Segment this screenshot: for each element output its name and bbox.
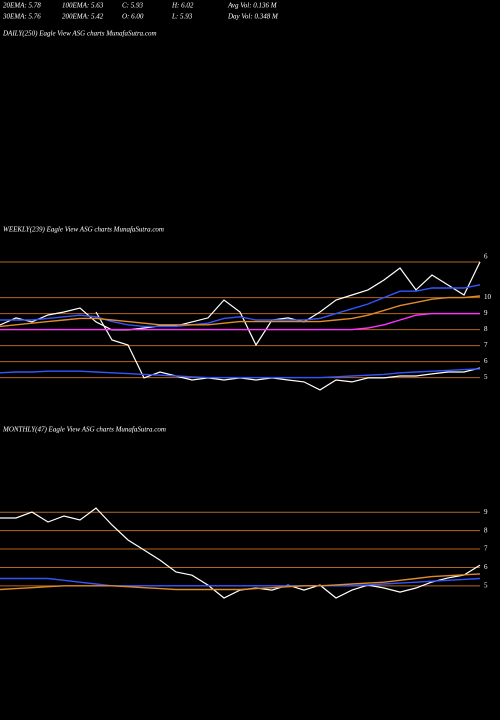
series-line <box>0 507 481 599</box>
series-line <box>0 573 481 591</box>
y-tick-label: 9 <box>484 508 488 516</box>
panel-title: WEEKLY(239) Eagle View ASG charts Munafa… <box>3 226 164 234</box>
y-tick-label: 7 <box>484 545 488 553</box>
stat-label: Avg Vol: 0.136 M <box>227 2 278 10</box>
stat-label: 20EMA: 5.78 <box>3 2 41 10</box>
stat-label: H: 6.02 <box>171 2 194 10</box>
stat-label: 200EMA: 5.42 <box>62 13 104 21</box>
series-line <box>0 368 481 379</box>
y-tick-label: 6 <box>484 563 488 571</box>
y-tick-label: 8 <box>484 526 488 534</box>
y-tick-label: 5 <box>484 581 488 589</box>
daily-title: DAILY(250) Eagle View ASG charts MunafaS… <box>2 30 157 38</box>
stat-label: O: 6.00 <box>122 13 144 21</box>
y-tick-label: 7 <box>484 341 488 349</box>
series-line <box>95 311 481 391</box>
stat-label: 100EMA: 5.63 <box>62 2 104 10</box>
series-line <box>0 577 481 587</box>
panel-title: MONTHLY(47) Eagle View ASG charts Munafa… <box>2 426 166 434</box>
y-tick-label: 9 <box>484 309 488 317</box>
stat-label: 30EMA: 5.76 <box>2 13 41 21</box>
stat-label: C: 5.93 <box>122 2 144 10</box>
y-tick-label: 8 <box>484 325 488 333</box>
y-tick-label: 5 <box>484 373 488 381</box>
axis-annotation: 6 <box>484 253 488 261</box>
series-line <box>0 295 481 328</box>
y-tick-label: 6 <box>484 357 488 365</box>
y-tick-label: 10 <box>484 293 492 301</box>
series-line <box>0 284 481 328</box>
series-line <box>0 312 480 331</box>
series-line <box>0 261 481 347</box>
stat-label: L: 5.93 <box>171 13 193 21</box>
stat-label: Day Vol: 0.348 M <box>227 13 279 21</box>
